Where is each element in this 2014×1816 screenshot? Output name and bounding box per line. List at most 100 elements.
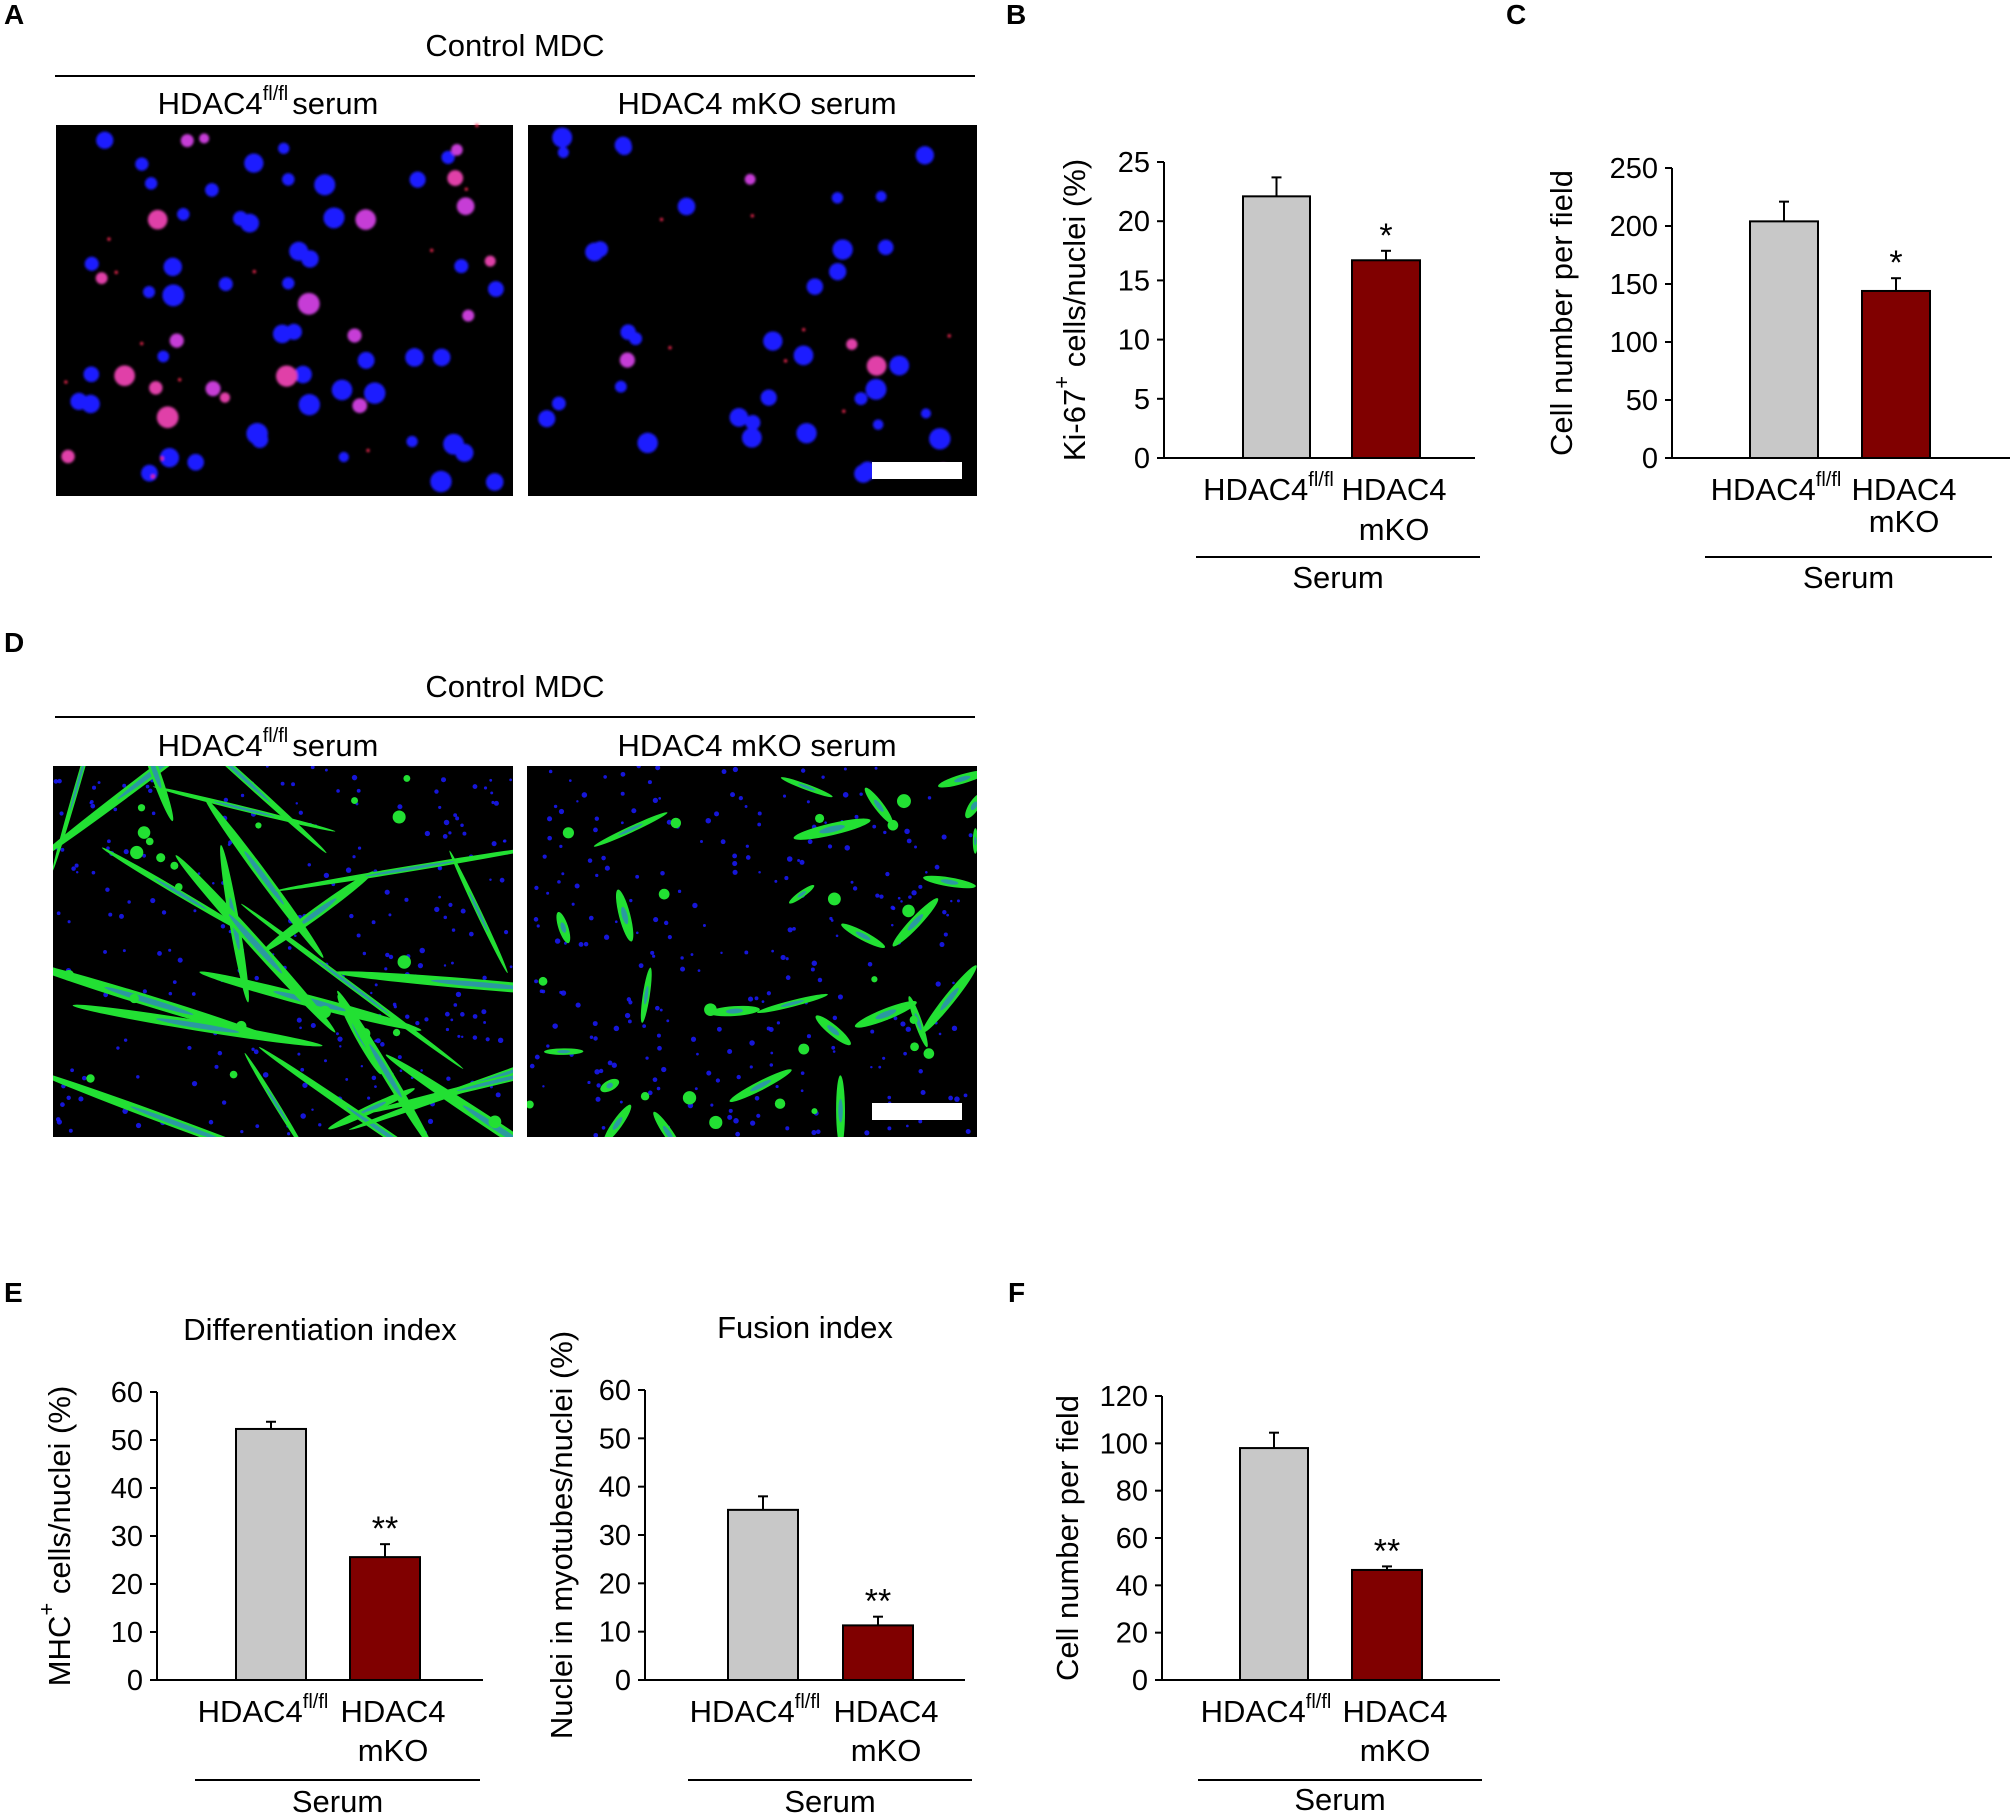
d-mko-nucleus bbox=[546, 816, 553, 822]
d-control-nucleus bbox=[78, 1096, 84, 1102]
d-mko-mhc-cell bbox=[815, 813, 825, 823]
d-mko-nucleus bbox=[583, 941, 589, 947]
a-mko-nucleus bbox=[793, 345, 814, 366]
d-control-mhc-cell bbox=[397, 955, 411, 969]
bar-chart-b: B 0 5 10 15 20 25 Ki-67+ cells/nuclei (%) * HDAC4… bbox=[1006, 0, 1480, 595]
d-mko-nucleus bbox=[817, 977, 823, 983]
d-control-nucleus bbox=[97, 781, 101, 785]
bar-control bbox=[1239, 1447, 1309, 1681]
d-mko-nucleus bbox=[603, 775, 607, 779]
d-mko-nucleus bbox=[721, 769, 727, 775]
a-mko-nucleus bbox=[637, 432, 658, 454]
bar-control bbox=[235, 1427, 307, 1681]
d-mko-nucleus bbox=[542, 1085, 545, 1088]
d-mko-nucleus bbox=[829, 916, 833, 921]
d-control-mhc-cell bbox=[86, 1074, 95, 1083]
d-mko-mhc-cell bbox=[562, 827, 574, 839]
d-mko-nucleus bbox=[754, 1095, 760, 1101]
d-mko-nucleus bbox=[766, 1026, 771, 1031]
d-mko-nucleus bbox=[592, 1021, 598, 1027]
d-control-myotube-nuclei bbox=[357, 1101, 386, 1116]
d-mko-nucleus bbox=[775, 1084, 779, 1089]
d-control-mhc-cell bbox=[488, 1115, 502, 1129]
a-mko-red-speck bbox=[750, 214, 754, 218]
d-mko-nucleus bbox=[799, 859, 805, 865]
d-mko-nucleus bbox=[744, 950, 749, 955]
a-control-red-speck bbox=[160, 456, 164, 461]
d-control-nucleus bbox=[457, 1034, 461, 1038]
bar-mko bbox=[349, 1556, 421, 1681]
d-mko-myotube-nuclei bbox=[780, 1000, 805, 1007]
a-control-nucleus bbox=[162, 284, 185, 307]
y-tick-label: 60 bbox=[111, 1377, 143, 1409]
d-control-nucleus bbox=[345, 1078, 349, 1081]
a-mko-nucleus bbox=[806, 278, 824, 295]
a-control-nucleus bbox=[487, 281, 504, 297]
d-control-nucleus bbox=[438, 805, 442, 809]
d-mko-nucleus bbox=[785, 1126, 790, 1131]
d-control-nucleus bbox=[191, 1081, 198, 1087]
d-mko-myotube-nuclei bbox=[606, 1082, 613, 1089]
d-control-nucleus bbox=[503, 839, 507, 843]
d-control-nucleus bbox=[157, 951, 162, 956]
d-mko-nucleus bbox=[601, 855, 606, 861]
a-control-ki67-positive-nucleus bbox=[447, 170, 464, 187]
significance-marker: * bbox=[1379, 217, 1392, 255]
d-mko-nucleus bbox=[900, 1021, 906, 1027]
d-control-nucleus bbox=[443, 819, 450, 826]
d-mko-nucleus bbox=[939, 942, 945, 948]
d-mko-nucleus bbox=[732, 869, 738, 875]
a-control-red-speck bbox=[464, 187, 468, 191]
d-mko-nucleus bbox=[807, 839, 813, 845]
y-axis-label: Nuclei in myotubes/nuclei (%) bbox=[544, 1331, 579, 1739]
d-mko-nucleus bbox=[844, 845, 850, 851]
d-control-myotube-nuclei bbox=[430, 979, 513, 990]
d-mko-nucleus bbox=[831, 1045, 836, 1050]
d-mko-nucleus bbox=[786, 856, 793, 862]
d-mko-nucleus bbox=[694, 1087, 698, 1091]
d-mko-mhc-cell bbox=[887, 819, 899, 831]
d-mko-nucleus bbox=[620, 771, 626, 777]
d-control-nucleus bbox=[300, 1113, 306, 1119]
d-control-myotube-nuclei bbox=[364, 861, 455, 877]
d-control-nucleus bbox=[397, 1055, 402, 1060]
d-mko-nucleus bbox=[951, 1025, 958, 1032]
d-control-nucleus bbox=[434, 789, 439, 794]
d-mko-nucleus bbox=[576, 800, 579, 803]
d-control-nucleus bbox=[453, 1003, 458, 1007]
d-mko-nucleus bbox=[835, 934, 839, 938]
d-control-nucleus bbox=[491, 841, 497, 847]
d-control-nucleus bbox=[294, 934, 297, 938]
d-control-nucleus bbox=[297, 1052, 301, 1056]
d-mko-nucleus bbox=[906, 1124, 909, 1128]
d-control-nucleus bbox=[434, 906, 440, 913]
d-mko-nucleus bbox=[710, 1103, 714, 1107]
d-mko-nucleus bbox=[843, 767, 847, 771]
d-control-nucleus bbox=[148, 788, 153, 794]
a-control-ki67-positive-nucleus bbox=[199, 133, 210, 144]
d-mko-nucleus bbox=[811, 960, 818, 966]
d-control-mhc-cell bbox=[130, 845, 144, 860]
d-mko-nucleus bbox=[747, 996, 754, 1002]
d-control-nucleus bbox=[197, 872, 201, 875]
d-mko-myotube-nuclei bbox=[750, 1079, 772, 1092]
d-mko-nucleus bbox=[561, 872, 565, 876]
d-control-nucleus bbox=[265, 766, 269, 768]
d-mko-nucleus bbox=[666, 819, 672, 825]
d-control-nucleus bbox=[57, 778, 62, 784]
a-control-nucleus bbox=[331, 379, 353, 401]
d-mko-nucleus bbox=[593, 1132, 599, 1137]
d-control-myotube-nuclei bbox=[299, 898, 337, 926]
d-control-myotube-nuclei bbox=[148, 766, 162, 789]
d-control-myotube-nuclei bbox=[154, 878, 208, 910]
d-mko-nucleus bbox=[733, 1118, 739, 1124]
micrograph-a-mko bbox=[528, 125, 977, 496]
y-tick-label: 10 bbox=[111, 1617, 143, 1649]
a-control-red-speck bbox=[114, 270, 118, 274]
d-control-nucleus bbox=[509, 965, 513, 969]
group-label: Serum bbox=[1292, 560, 1383, 595]
d-mko-mhc-cell bbox=[527, 1100, 534, 1109]
d-control-nucleus bbox=[360, 1065, 364, 1068]
d-mko-nucleus bbox=[827, 844, 833, 849]
d-control-nucleus bbox=[499, 877, 505, 883]
